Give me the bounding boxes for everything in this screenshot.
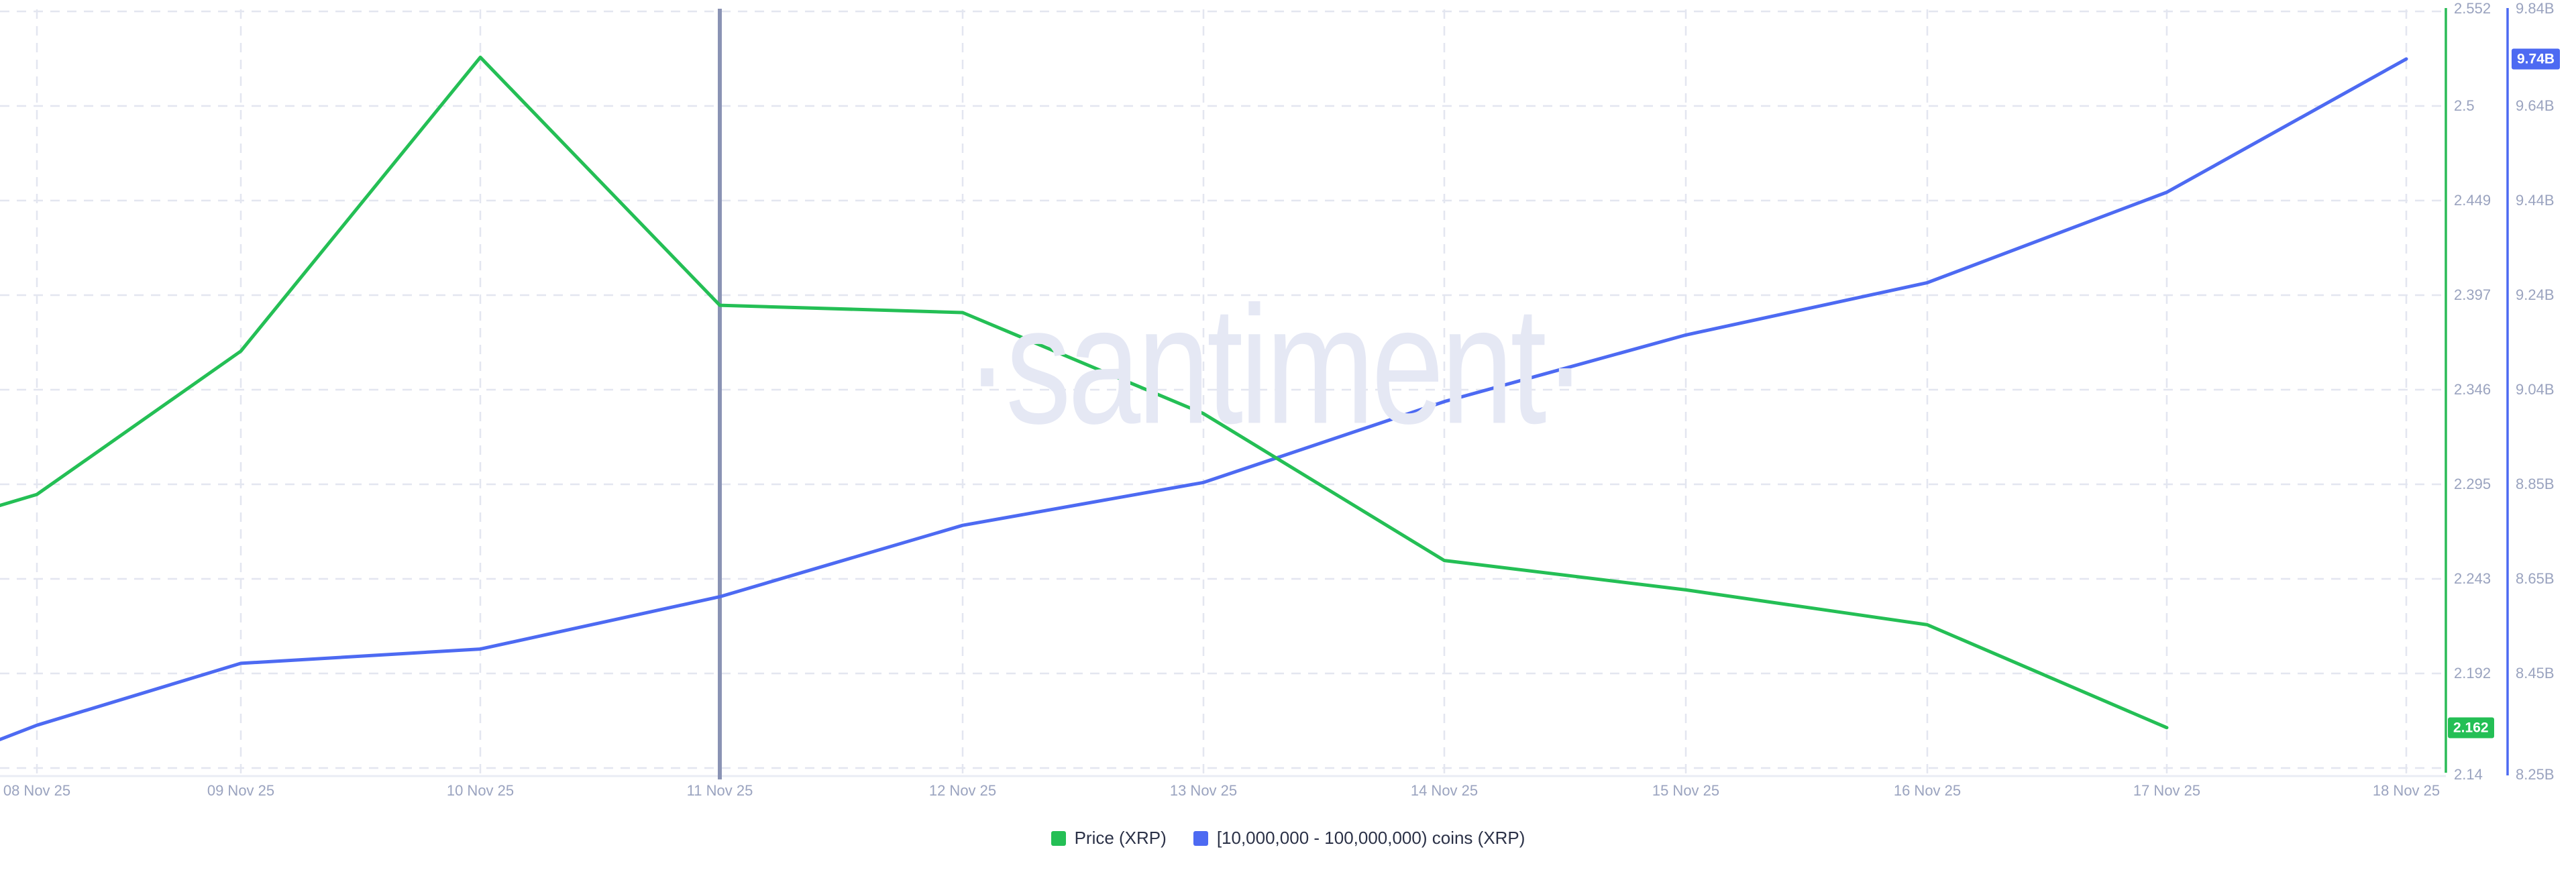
price-axis-tick: 2.449 bbox=[2454, 192, 2491, 209]
date-tick-label: 18 Nov 25 bbox=[2372, 782, 2440, 799]
coins-axis-tick: 8.85B bbox=[2516, 476, 2555, 492]
price-series-swatch-icon bbox=[1051, 830, 1066, 846]
legend-item-label: Price (XRP) bbox=[1074, 828, 1167, 848]
coins-axis-tick: 8.45B bbox=[2516, 665, 2555, 682]
price-axis-tick: 2.192 bbox=[2454, 665, 2491, 682]
coins-series-swatch-icon bbox=[1193, 830, 1208, 846]
price-axis-tick: 2.5 bbox=[2454, 97, 2475, 114]
legend-item-label: [10,000,000 - 100,000,000) coins (XRP) bbox=[1216, 828, 1525, 848]
date-tick-label: 08 Nov 25 bbox=[3, 782, 71, 799]
date-tick-label: 09 Nov 25 bbox=[207, 782, 275, 799]
date-tick-label: 15 Nov 25 bbox=[1652, 782, 1720, 799]
coins-axis-tick: 9.04B bbox=[2516, 381, 2555, 398]
date-tick-label: 16 Nov 25 bbox=[1893, 782, 1962, 799]
series-line-coins[interactable] bbox=[0, 57, 2408, 741]
chart-legend: Price (XRP) [10,000,000 - 100,000,000) c… bbox=[0, 828, 2576, 849]
coins-axis-tick: 9.24B bbox=[2516, 286, 2555, 303]
coins-last-value-badge: 9.74B bbox=[2512, 48, 2561, 70]
price-axis-tick: 2.346 bbox=[2454, 381, 2491, 398]
legend-item-coins[interactable]: [10,000,000 - 100,000,000) coins (XRP) bbox=[1193, 828, 1525, 849]
date-tick-label: 13 Nov 25 bbox=[1169, 782, 1238, 799]
price-axis-tick: 2.14 bbox=[2454, 766, 2483, 783]
date-tick-label: 10 Nov 25 bbox=[446, 782, 515, 799]
date-tick-label: 11 Nov 25 bbox=[686, 782, 753, 799]
price-last-value-badge: 2.162 bbox=[2448, 717, 2494, 739]
coins-axis-tick: 9.44B bbox=[2516, 192, 2555, 209]
legend-item-price[interactable]: Price (XRP) bbox=[1051, 828, 1167, 849]
coins-axis-tick: 9.84B bbox=[2516, 0, 2555, 17]
date-tick-label: 14 Nov 25 bbox=[1410, 782, 1479, 799]
date-tick-label: 12 Nov 25 bbox=[928, 782, 997, 799]
price-axis-tick: 2.243 bbox=[2454, 570, 2491, 587]
coins-axis-tick: 8.65B bbox=[2516, 570, 2555, 587]
coins-axis-tick: 8.25B bbox=[2516, 766, 2555, 783]
series-line-price[interactable] bbox=[0, 55, 2169, 730]
coins-axis-tick: 9.64B bbox=[2516, 97, 2555, 114]
date-tick-label: 17 Nov 25 bbox=[2133, 782, 2201, 799]
price-axis-tick: 2.295 bbox=[2454, 476, 2491, 492]
price-axis-tick: 2.552 bbox=[2454, 0, 2491, 17]
price-axis-tick: 2.397 bbox=[2454, 286, 2491, 303]
